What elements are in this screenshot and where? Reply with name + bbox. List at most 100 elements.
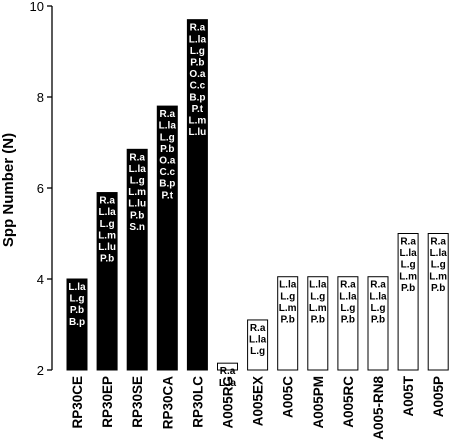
bar-species-label: R.a	[190, 23, 206, 34]
bar-species-label: R.a	[340, 280, 356, 291]
bar-species-label: L.la	[339, 291, 357, 302]
bar-species-label: B.p	[159, 179, 175, 190]
x-tick-label: A005C	[281, 376, 296, 418]
bar-species-label: L.la	[219, 378, 237, 389]
bar-species-label: L.g	[310, 291, 325, 302]
x-tick-label: RP30CA	[160, 376, 175, 430]
bar-rp30lc	[186, 19, 208, 371]
x-tick-label: A005EX	[251, 376, 266, 426]
bar-species-label: P.b	[311, 315, 325, 326]
x-tick-label: A005T	[401, 375, 416, 416]
bar-a005rc	[337, 276, 359, 371]
bar-species-label: L.g	[431, 260, 446, 271]
bar-species-label: L.la	[159, 121, 177, 132]
bar-species-label: R.a	[160, 109, 176, 120]
bar-species-label: S.n	[129, 222, 145, 233]
bar-species-label: L.la	[399, 248, 417, 259]
bar-species-label: R.a	[250, 323, 266, 334]
bar-species-label: P.b	[190, 57, 204, 68]
bar-species-label: O.a	[189, 69, 206, 80]
bar-a005-rn8	[367, 276, 389, 371]
bar-species-label: L.g	[70, 294, 85, 305]
bars: L.laL.gP.bB.pR.aL.laL.gL.mL.luP.bR.aL.la…	[66, 19, 449, 389]
bar-a005pm	[307, 276, 329, 371]
bar-species-label: L.la	[129, 164, 147, 175]
bar-species-label: P.b	[401, 283, 415, 294]
bar-species-label: P.b	[341, 315, 355, 326]
y-tick-label: 2	[37, 363, 44, 378]
bar-species-label: C.c	[190, 81, 206, 92]
bar-species-label: L.g	[401, 260, 416, 271]
bar-species-label: L.g	[130, 176, 145, 187]
bar-a005ex	[247, 319, 269, 371]
bar-rp30ep	[96, 192, 118, 371]
bar-a005rg	[217, 362, 238, 371]
bar-species-label: P.t	[192, 104, 204, 115]
bar-species-label: L.g	[371, 303, 386, 314]
bar-species-label: L.la	[279, 280, 297, 291]
bar-species-label: P.b	[160, 144, 174, 155]
bar-rp30ca	[156, 105, 178, 371]
bar-species-label: O.a	[159, 156, 176, 167]
bar-species-label: P.b	[371, 315, 385, 326]
x-tick-label: A005P	[431, 376, 446, 417]
bar-a005c	[277, 276, 299, 371]
y-tick-label: 8	[37, 90, 44, 105]
bar-species-label: L.m	[309, 303, 327, 314]
x-tick-label: RP30EP	[100, 376, 115, 428]
bar-species-label: L.lu	[189, 127, 207, 138]
bar-species-label: L.la	[309, 280, 327, 291]
y-axis: 2 4 6 8 10	[30, 0, 53, 378]
bar-species-label: C.c	[160, 167, 176, 178]
bar-species-label: P.b	[431, 283, 445, 294]
bar-species-label: R.a	[400, 237, 416, 248]
bar-species-label: R.a	[430, 237, 446, 248]
bar-species-label: L.m	[128, 187, 146, 198]
bar-species-label: L.la	[249, 335, 267, 346]
bar-species-label: P.t	[162, 190, 174, 201]
x-tick-label: RP30SE	[130, 376, 145, 428]
bar-species-label: P.b	[70, 305, 84, 316]
bar-rp30ce	[66, 278, 88, 371]
bar-species-label: R.a	[99, 196, 115, 207]
bar-species-label: L.g	[160, 132, 175, 143]
bar-species-label: R.a	[220, 366, 236, 377]
x-tick-label: A005-RN8	[371, 376, 386, 440]
x-tick-label: RP30LC	[190, 376, 205, 428]
y-tick-label: 4	[37, 272, 44, 287]
y-tick-label: 6	[37, 181, 44, 196]
x-tick-label: RP30CE	[70, 376, 85, 429]
y-axis-label: Spp Number (N)	[0, 133, 17, 247]
bar-species-label: B.p	[189, 92, 205, 103]
bar-species-label: L.g	[250, 346, 265, 357]
bar-species-label: L.m	[279, 303, 297, 314]
bar-species-label: L.lu	[128, 199, 146, 210]
bar-species-label: L.la	[98, 207, 116, 218]
bar-species-label: L.m	[429, 271, 447, 282]
x-tick-label: A005RC	[341, 376, 356, 428]
bar-species-label: L.la	[189, 34, 207, 45]
bar-species-label: L.lu	[98, 242, 116, 253]
bar-species-label: L.g	[100, 219, 115, 230]
bar-species-label: L.g	[190, 46, 205, 57]
bar-species-label: P.b	[281, 315, 295, 326]
bar-species-label: R.a	[129, 152, 145, 163]
x-tick-label: A005RG	[221, 376, 236, 429]
bar-species-label: L.g	[280, 291, 295, 302]
bar-species-label: L.m	[399, 271, 417, 282]
bar-species-label: L.m	[98, 230, 116, 241]
bar-species-label: P.b	[130, 210, 144, 221]
x-tick-labels: RP30CE RP30EP RP30SE RP30CA RP30LC A005RG A005…	[70, 375, 446, 440]
bar-rp30se	[126, 148, 148, 371]
bar-a005p	[427, 233, 449, 371]
x-tick-label: A005PM	[311, 376, 326, 429]
y-tick-label: 10	[30, 0, 44, 14]
bar-a005t	[397, 233, 419, 371]
bar-species-label: L.la	[68, 282, 86, 293]
bar-species-label: B.p	[69, 317, 85, 328]
bar-species-label: P.b	[100, 254, 114, 265]
bar-species-label: L.la	[430, 248, 448, 259]
bar-species-label: L.g	[340, 303, 355, 314]
